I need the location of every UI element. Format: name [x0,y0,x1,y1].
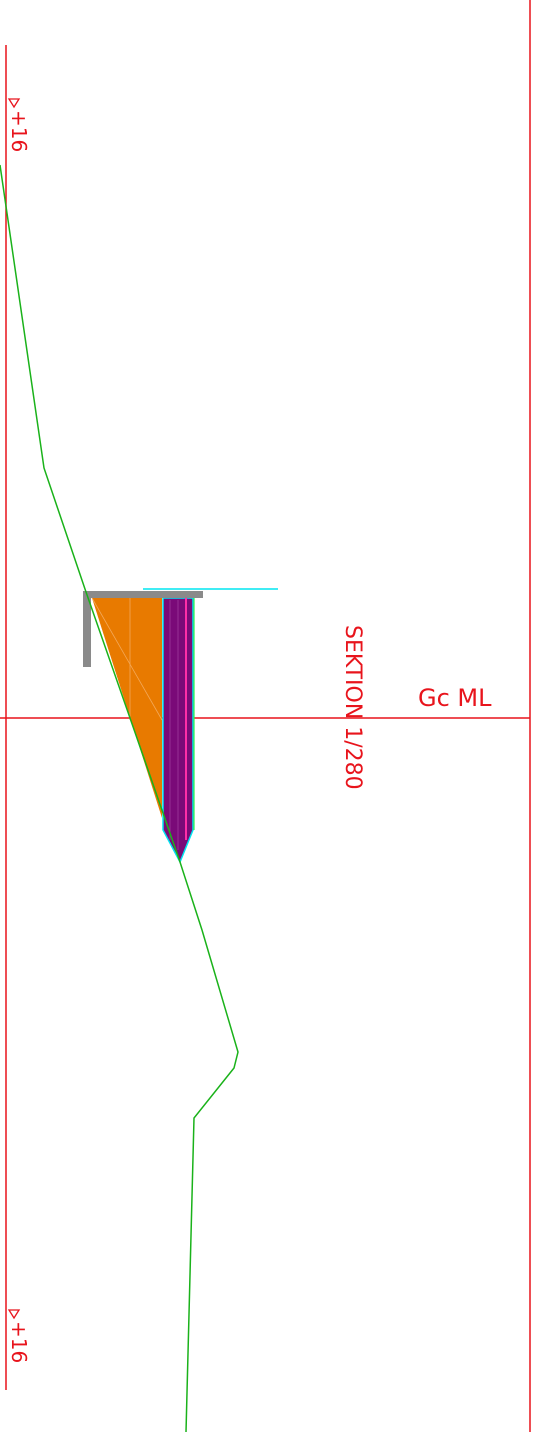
level-symbol [7,98,21,109]
cap-leg [83,591,91,667]
level-symbol [7,1309,21,1320]
level-label: +16 [7,1321,31,1363]
level-label: +16 [7,110,31,152]
cap-beam [83,591,203,598]
ground-line [0,164,239,1432]
axis-label: Gc ML [418,684,492,712]
fill-hatch [91,597,163,721]
section-label: SEKTION 1/280 [340,625,365,790]
